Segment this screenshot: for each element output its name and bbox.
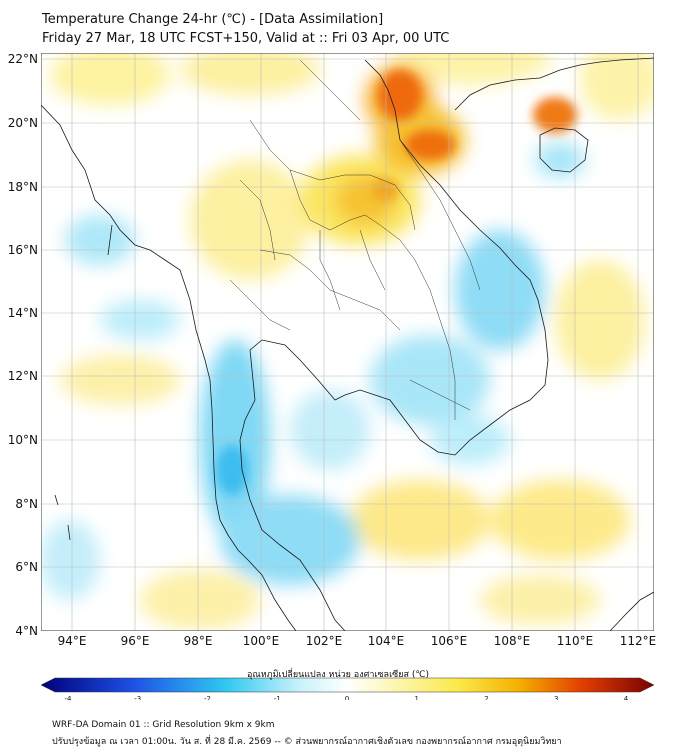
- lon-label: 94°E: [58, 634, 87, 648]
- map-subtitle: Friday 27 Mar, 18 UTC FCST+150, Valid at…: [42, 31, 450, 46]
- lat-label: 8°N: [15, 497, 38, 511]
- lon-label: 98°E: [184, 634, 213, 648]
- longitude-labels: 94°E 96°E 98°E 100°E 102°E 104°E 106°E 108°E 110…: [58, 634, 657, 648]
- temperature-field: [41, 53, 654, 631]
- footer-credit: ปรับปรุงข้อมูล ณ เวลา 01:00น. วัน ส. ที่…: [52, 737, 562, 747]
- lon-label: 100°E: [243, 634, 280, 648]
- map-title: Temperature Change 24-hr (℃) - [Data Ass…: [42, 12, 384, 27]
- lat-label: 6°N: [15, 560, 38, 574]
- lat-label: 20°N: [8, 116, 38, 130]
- latitude-labels: 22°N 20°N 18°N 16°N 14°N 12°N 10°N 8°N 6°N 4°N: [8, 52, 38, 638]
- colorbar-tick-label: 4: [624, 695, 629, 700]
- lon-label: 96°E: [121, 634, 150, 648]
- colorbar-tick-label: 1: [415, 695, 419, 700]
- lon-label: 110°E: [557, 634, 594, 648]
- lat-label: 12°N: [8, 369, 38, 383]
- colorbar-ticks: -4 -3 -2 -1 0 1 2 3 4: [65, 695, 629, 700]
- lon-label: 106°E: [431, 634, 468, 648]
- lon-label: 112°E: [620, 634, 657, 648]
- colorbar-tick-label: 2: [484, 695, 488, 700]
- colorbar-tick-label: 0: [345, 695, 349, 700]
- lon-label: 108°E: [494, 634, 531, 648]
- admin-borders: [229, 59, 481, 420]
- lat-label: 4°N: [15, 624, 38, 638]
- colorbar-tick-label: -3: [134, 695, 141, 700]
- graticule: [41, 53, 654, 631]
- lat-label: 16°N: [8, 243, 38, 257]
- colorbar-tick-label: 3: [554, 695, 558, 700]
- lat-label: 14°N: [8, 306, 38, 320]
- lon-label: 104°E: [368, 634, 405, 648]
- coastlines: [41, 57, 654, 631]
- colorbar-tick-label: -1: [274, 695, 281, 700]
- lat-label: 10°N: [8, 433, 38, 447]
- footer-model-info: WRF-DA Domain 01 :: Grid Resolution 9km …: [52, 720, 275, 730]
- colorbar: [40, 677, 655, 693]
- lat-label: 18°N: [8, 180, 38, 194]
- lat-label: 22°N: [8, 52, 38, 66]
- colorbar-tick-label: -4: [65, 695, 73, 700]
- lon-label: 102°E: [306, 634, 343, 648]
- temperature-change-map: 22°N 20°N 18°N 16°N 14°N 12°N 10°N 8°N 6°N 4°N 94…: [8, 52, 657, 700]
- colorbar-title: อุณหภูมิเปลี่ยนแปลง หน่วย องศาเซลเซียส (…: [246, 670, 430, 680]
- colorbar-tick-label: -2: [204, 695, 211, 700]
